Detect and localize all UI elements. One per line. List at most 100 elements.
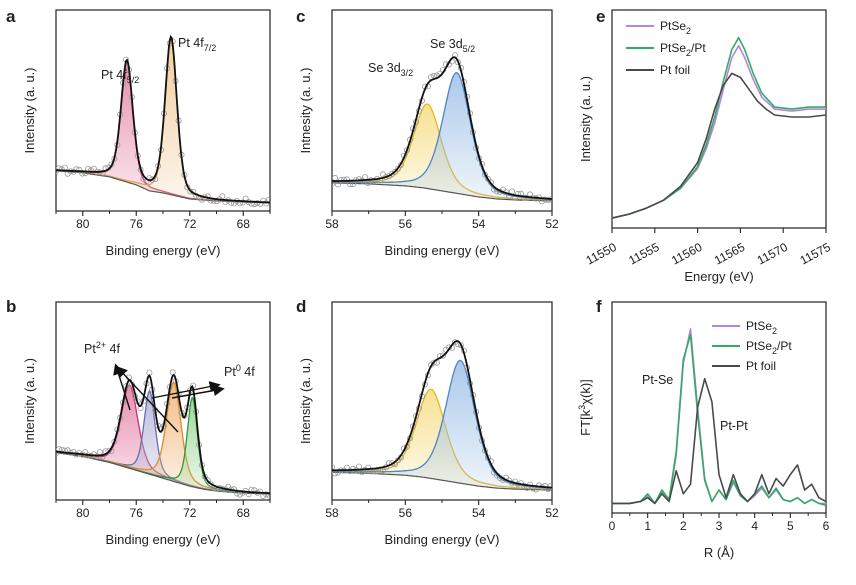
raw-data-point [204,477,211,484]
y-axis-label: Intnesity (a. u.) [298,68,313,154]
axes-frame [611,301,827,514]
peak-fill [56,38,270,203]
x-tick-label: 52 [545,217,559,231]
legend-label: Pt foil [746,359,776,373]
raw-data-point [451,339,458,346]
raw-data-point [545,197,552,204]
x-tick-label: 11560 [669,240,705,268]
raw-data-point [61,164,68,171]
raw-data-point [355,463,362,470]
plot-area [612,328,826,507]
raw-data-point [332,180,335,187]
x-axis-label: R (Å) [704,545,734,560]
x-tick-label: 72 [183,506,197,520]
x-axis-label: Binding energy (eV) [385,532,500,547]
bond-label-pt-se: Pt-Se [642,373,673,387]
raw-data-point [257,488,264,495]
peak-label-pt0-4f: Pt0 4f [224,363,255,379]
x-tick-label: 0 [609,519,616,533]
x-tick-label: 11570 [755,240,791,268]
raw-data-point [239,199,246,206]
legend-label: PtSe2/Pt [746,339,792,356]
envelope-fit-line [56,373,270,495]
raw-data-point [355,176,362,183]
raw-data-point [388,170,395,177]
y-axis-label: Intensity (a. u.) [22,68,37,154]
envelope-fit-line [332,340,552,489]
legend-label: Pt foil [660,63,690,77]
y-axis-label: Intensity (a. u.) [578,76,593,162]
x-tick-label: 68 [237,506,251,520]
raw-data-point [542,482,549,489]
y-axis-label: Intensity (a. u.) [22,358,37,444]
y-axis-label: Intensity (a. u.) [298,358,313,444]
x-tick-label: 54 [472,217,486,231]
raw-data-point [457,342,464,349]
x-tick-label: 58 [325,217,339,231]
peak-label-se-3d52: Se 3d5/2 [430,37,475,54]
envelope-fit-line [56,34,270,204]
panel-b: b 80 76 72 68 Binding energy (eV) Intensity (a… [6,297,271,547]
y-axis-label: FT[k3χ(k)] [577,379,593,436]
raw-data-point [105,448,112,455]
envelope-fit-line [332,56,552,200]
raw-data-point [76,166,83,173]
x-tick-label: 80 [76,217,90,231]
plot-area [612,36,826,219]
plot-area [332,339,552,493]
plot-area [332,52,552,205]
x-tick-label: 56 [399,506,413,520]
raw-data-point [56,450,59,457]
panel-letter-c: c [296,7,305,26]
panel-a: a 80 76 72 68 Binding energy (eV) Intensity (a… [6,7,271,258]
series-line [612,44,826,219]
x-tick-label: 5 [787,519,794,533]
raw-data-point [93,453,100,460]
x-tick-label: 80 [76,506,90,520]
x-tick-label: 3 [716,519,723,533]
x-tick-label: 76 [130,506,144,520]
x-tick-label: 68 [237,217,251,231]
x-axis-label: Binding energy (eV) [106,532,221,547]
panel-letter-d: d [296,297,306,316]
annotations: Pt 4f5/2 Pt 4f7/2 Pt2+ 4f Pt0 4f Se 3d3/2 Se … [84,36,748,433]
panel-letter-e: e [596,7,605,26]
x-tick-label: 11575 [798,240,834,268]
series-line [612,72,826,219]
plot-area [56,369,270,499]
peak-fill [332,72,552,201]
x-tick-label: 1 [644,519,651,533]
series-line [612,333,826,507]
raw-data-point [169,369,176,376]
peak-fill [56,382,270,495]
panel-e: e 11550 11555 11560 11565 11570 11575 Energy (e… [578,7,833,284]
raw-data-point [187,188,194,195]
raw-data-point [181,412,188,419]
x-tick-label: 11555 [626,240,662,268]
raw-data-point [394,165,401,172]
annotation-arrow [116,365,179,433]
panel-c: c 58 56 54 52 Binding energy (eV) Intnesity (a… [296,7,559,258]
panel-letter-f: f [596,297,602,316]
raw-data-point [364,464,371,471]
raw-data-point [219,193,226,200]
x-tick-label: 58 [325,506,339,520]
raw-data-point [239,489,246,496]
raw-data-point [254,199,261,206]
x-tick-label: 6 [823,519,830,533]
raw-data-point [146,369,153,376]
raw-data-point [263,200,270,207]
raw-data-point [484,175,491,182]
raw-data-point [99,169,106,176]
series-line [612,377,826,505]
legend-label: PtSe2 [660,19,691,36]
annotation-arrow [171,384,225,399]
raw-data-point [99,453,106,460]
raw-data-point [332,464,335,471]
x-tick-label: 76 [130,217,144,231]
panel-f: f 0 1 2 3 4 5 6 R (Å) FT[k3χ(k)] PtSe2 PtSe2/Pt Pt f… [577,297,830,560]
legend-label: PtSe2/Pt [660,41,706,58]
x-tick-label: 56 [399,217,413,231]
peak-label-se-3d32: Se 3d3/2 [368,61,413,78]
peak-label-pt2-4f: Pt2+ 4f [84,340,121,356]
